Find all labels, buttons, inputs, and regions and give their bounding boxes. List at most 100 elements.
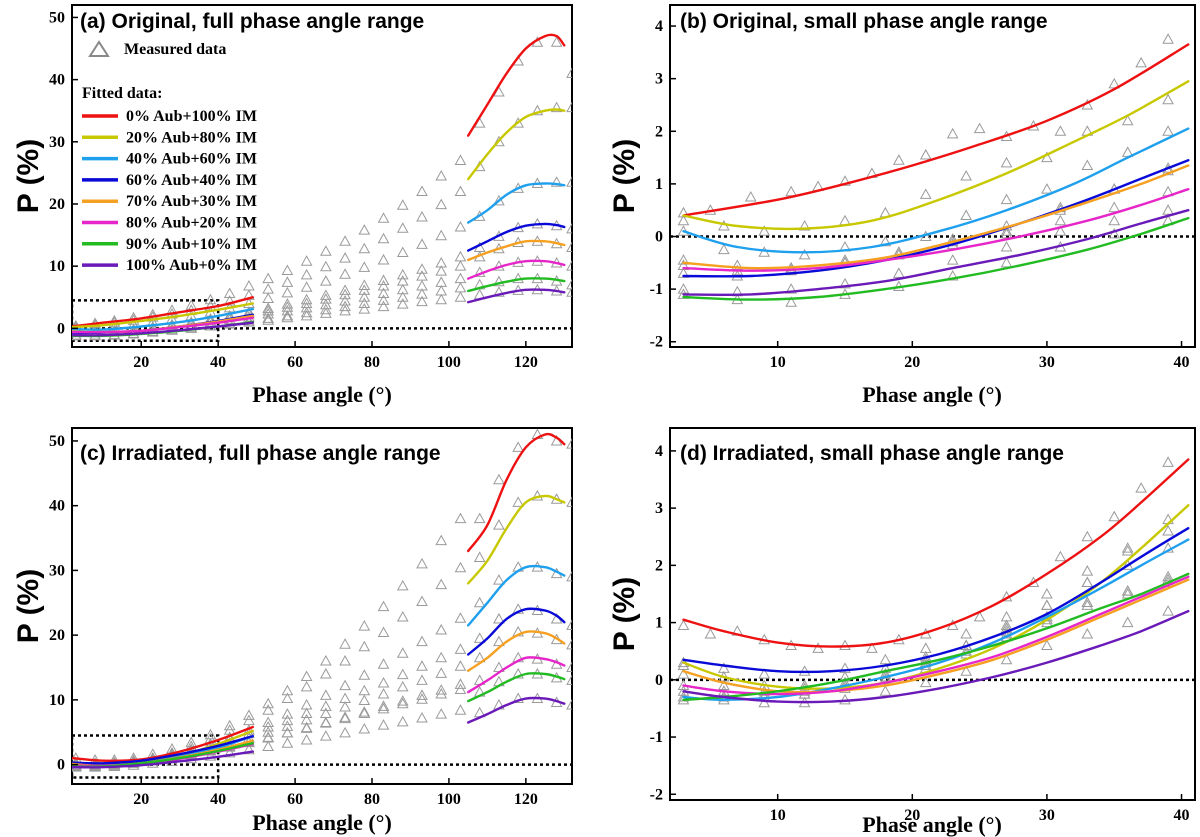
measured-point — [339, 284, 351, 295]
measured-point — [960, 665, 973, 676]
measured-point — [1108, 510, 1121, 522]
measured-point — [185, 736, 198, 748]
measured-point — [919, 148, 932, 160]
x-tick-label: 40 — [210, 354, 226, 371]
measured-point — [281, 311, 294, 323]
measured-point — [717, 662, 730, 673]
y-tick-label: 4 — [655, 443, 663, 460]
measured-point — [396, 222, 409, 233]
measured-point — [396, 268, 409, 280]
plot-content — [670, 33, 1195, 307]
measured-point — [243, 709, 255, 720]
measured-point — [435, 667, 448, 678]
x-tick-label: 60 — [287, 354, 303, 371]
measured-point — [377, 274, 390, 285]
measured-point — [396, 647, 409, 658]
measured-point — [879, 235, 892, 247]
measured-point — [319, 700, 332, 711]
measured-point — [358, 694, 371, 706]
measured-point — [204, 293, 217, 305]
measured-point — [454, 612, 467, 623]
fitted-curve-high — [467, 607, 566, 656]
fitted-curve-high — [467, 259, 566, 280]
y-tick-label: 40 — [49, 498, 65, 515]
fitted-curve-low — [682, 538, 1190, 702]
panel-a: 20 40 60 80 100 120 0 10 20 30 40 50 (a) Original, … — [12, 4, 573, 407]
measured-point — [1000, 241, 1013, 252]
plot-area: 10 20 30 40 -2 -1 0 1 2 3 4 — [650, 443, 1195, 824]
plot-content — [72, 428, 572, 779]
legend-entry: 20% Aub+80% IM — [126, 129, 257, 146]
x-axis-label: Phase angle (°) — [862, 812, 1002, 837]
y-tick-label: 2 — [655, 557, 663, 574]
measured-point — [416, 185, 428, 197]
measured-point — [339, 638, 351, 649]
measured-point — [339, 654, 351, 666]
y-tick-label: 50 — [49, 9, 65, 26]
measured-point — [396, 199, 409, 210]
measured-point — [454, 512, 467, 524]
measured-point — [677, 668, 690, 679]
measured-point — [223, 746, 236, 758]
measured-point — [1162, 570, 1174, 582]
measured-point — [1081, 576, 1094, 588]
measured-point — [677, 259, 690, 270]
measured-point — [300, 680, 313, 692]
measured-point — [454, 272, 467, 284]
measured-point — [512, 667, 525, 679]
measured-point — [892, 267, 905, 278]
fitted-curve-high — [467, 630, 566, 672]
measured-point — [454, 678, 467, 689]
plot-area: 20 40 60 80 100 120 0 10 20 30 40 50 — [49, 9, 572, 371]
measured-point — [677, 619, 690, 630]
measured-point — [319, 303, 332, 315]
measured-point — [1108, 201, 1121, 213]
measured-point — [416, 635, 428, 647]
x-tick-label: 20 — [133, 791, 149, 808]
measured-point — [243, 280, 255, 291]
measured-point — [319, 717, 332, 728]
measured-point — [473, 596, 486, 608]
measured-point — [512, 441, 525, 452]
y-tick-label: -1 — [650, 281, 663, 298]
measured-point — [262, 283, 275, 294]
measured-point — [281, 737, 294, 748]
measured-point — [839, 175, 851, 186]
x-tick-label: 10 — [770, 807, 786, 824]
measured-point — [1162, 524, 1174, 536]
plot-frame — [669, 427, 1196, 801]
y-axis-label: P (%) — [12, 569, 45, 643]
measured-point — [416, 211, 428, 222]
measured-point — [1041, 599, 1053, 610]
measured-point — [262, 308, 275, 319]
measured-point — [377, 687, 390, 699]
measured-point — [1162, 542, 1174, 553]
panel-d: 10 20 30 40 -2 -1 0 1 2 3 4 (d) Irradiated, small … — [608, 427, 1196, 837]
measured-point — [300, 707, 313, 718]
measured-point — [377, 300, 390, 312]
fitted-curve-high — [467, 108, 566, 181]
measured-point — [1108, 214, 1121, 226]
measured-point — [744, 191, 757, 202]
legend-fitted-title: Fitted data: — [82, 85, 162, 102]
measured-point — [339, 268, 351, 279]
measured-point — [262, 740, 275, 751]
measured-point — [416, 660, 428, 671]
measured-point — [435, 293, 448, 305]
measured-point — [946, 269, 959, 281]
measured-point — [717, 679, 730, 691]
measured-point — [973, 610, 986, 622]
x-tick-label: 80 — [364, 354, 380, 371]
fitted-curve-high — [467, 222, 566, 252]
measured-point — [262, 272, 275, 284]
measured-point — [454, 260, 467, 271]
plot-frame — [71, 4, 573, 348]
measured-point — [1081, 628, 1094, 639]
measured-point — [493, 473, 505, 485]
measured-point — [435, 229, 448, 241]
measured-point — [300, 255, 313, 266]
measured-point — [396, 680, 409, 692]
measured-point — [454, 281, 467, 293]
measured-point — [566, 260, 572, 271]
y-tick-label: 30 — [49, 134, 65, 151]
